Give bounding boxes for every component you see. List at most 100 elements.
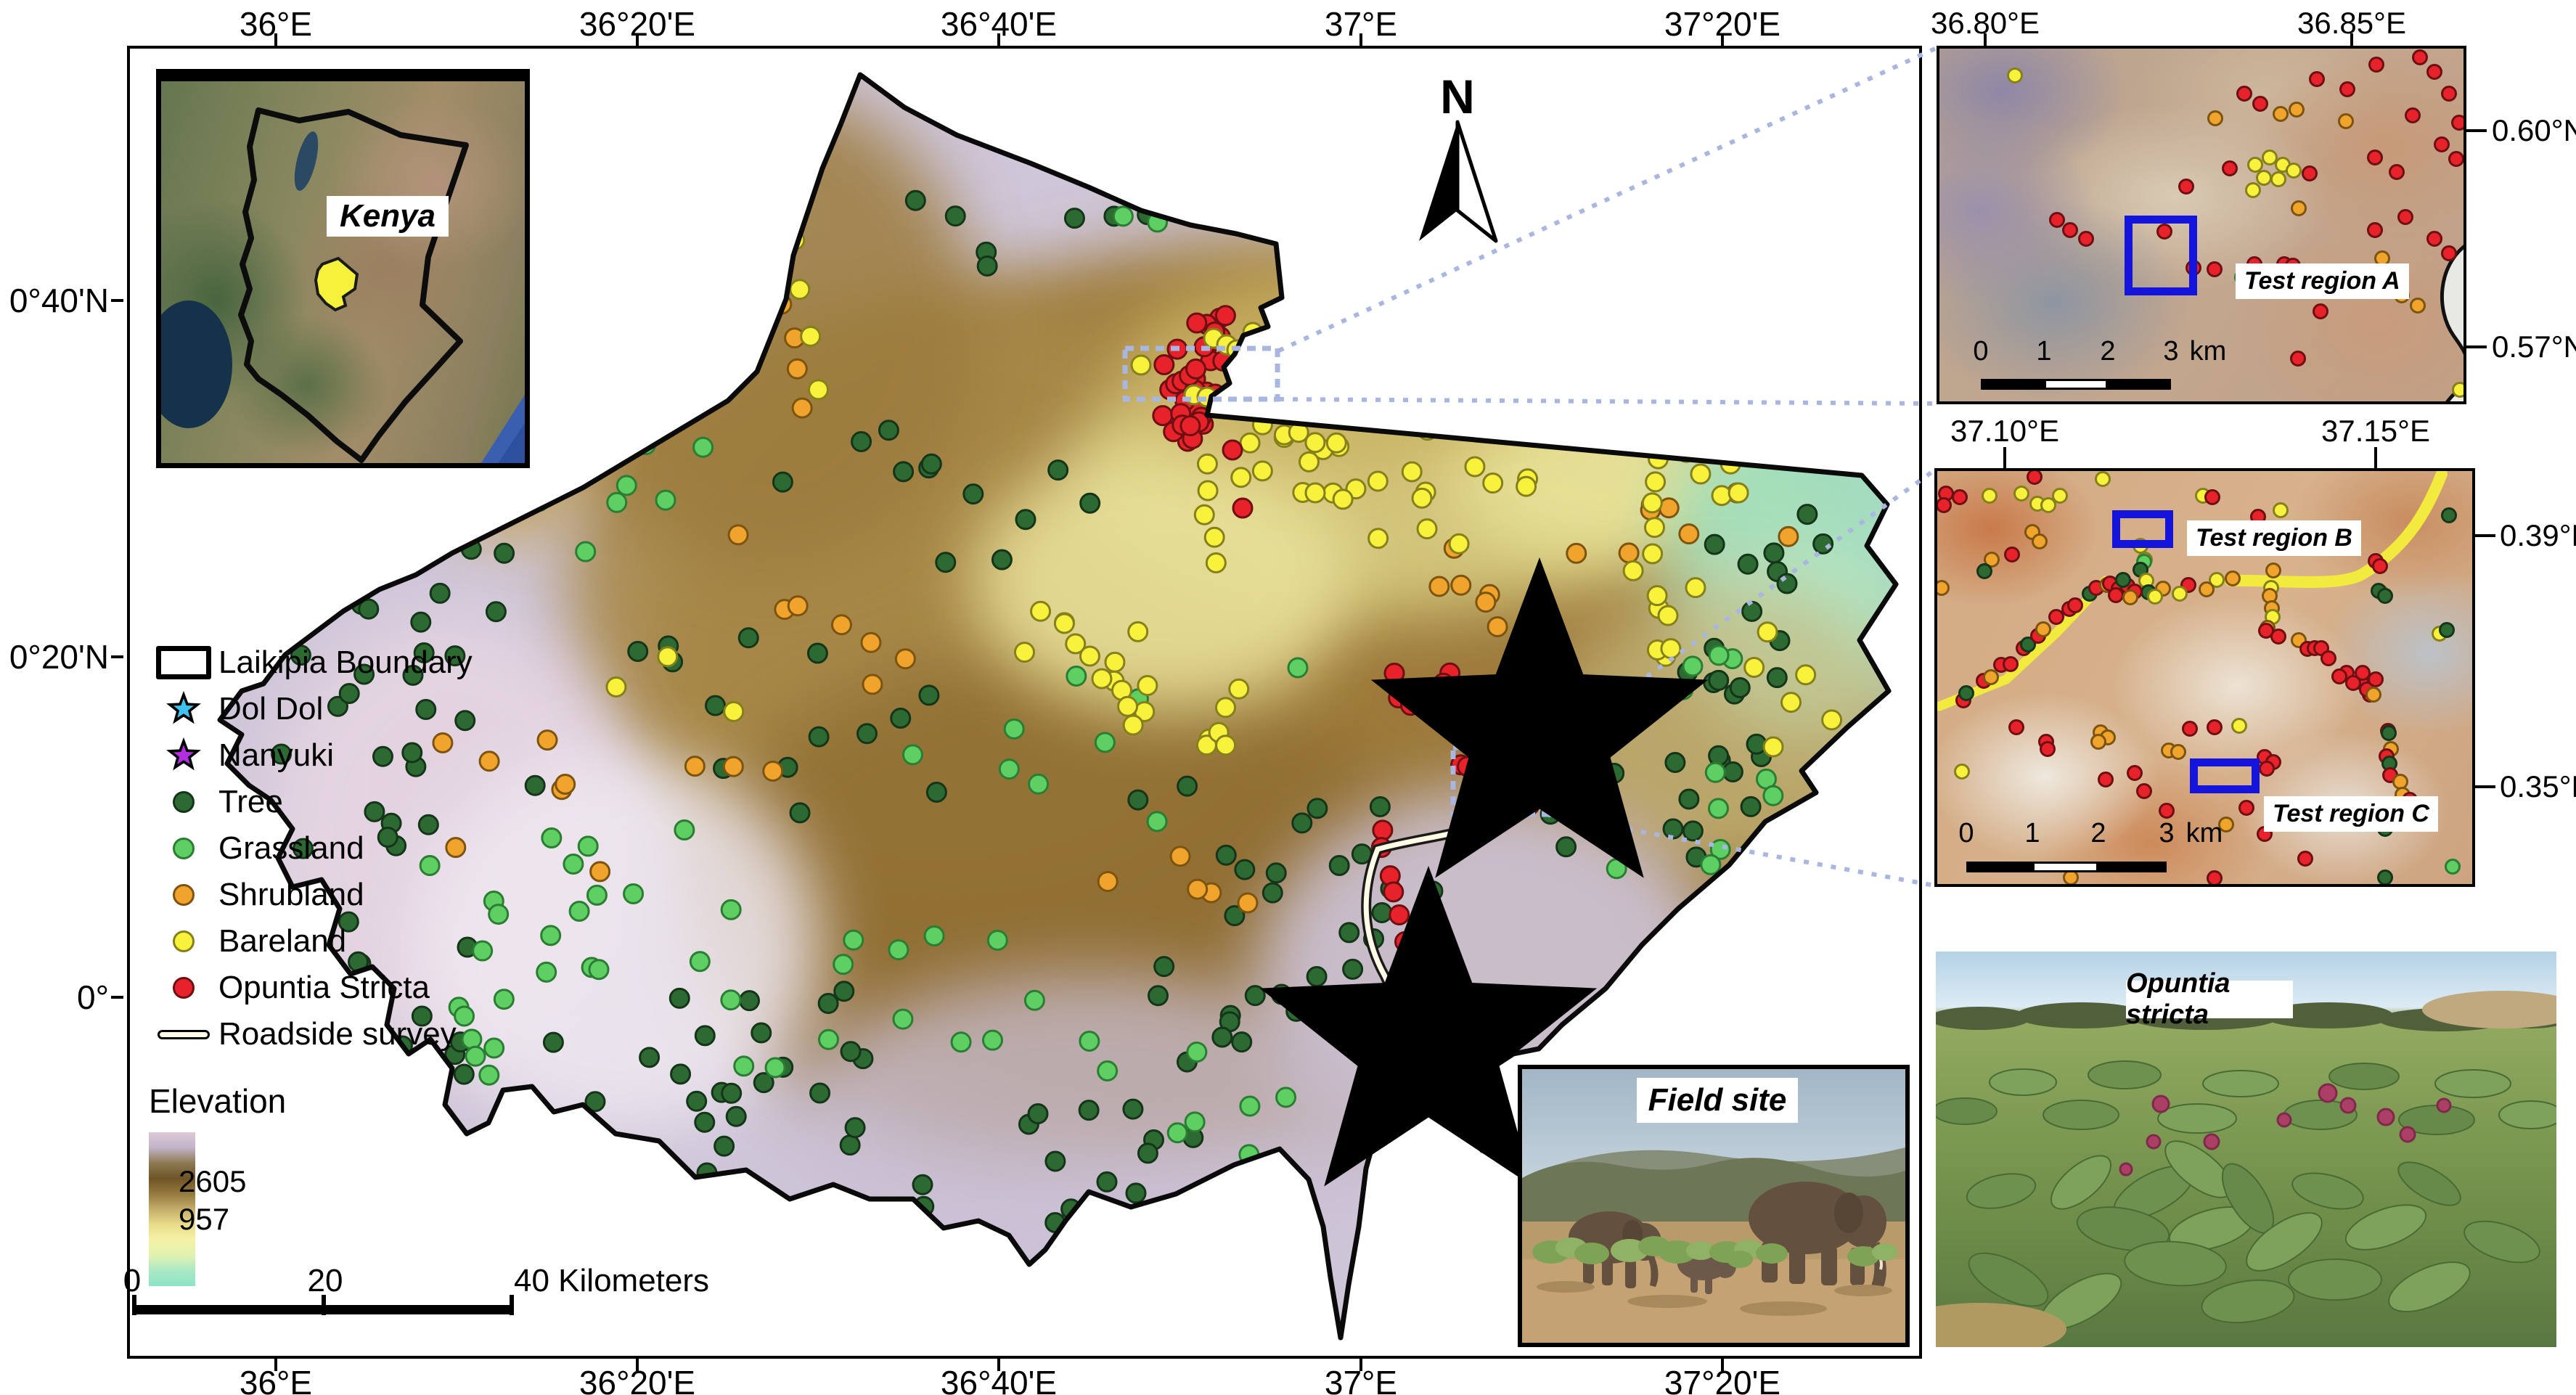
legend-item-nanyuki: Nanyuki (149, 732, 334, 779)
legend-label: Grassland (218, 830, 364, 866)
panel-bc-right-label-1: 0.35°N (2500, 769, 2576, 803)
survey-point-shrub (2090, 734, 2106, 750)
survey-point-shrub (2218, 817, 2234, 832)
top-axis-label-0: 36°E (239, 5, 313, 43)
grassland-dot-icon (149, 838, 218, 859)
survey-point-shrub (2265, 562, 2281, 579)
bottom-axis-label-2: 36°40'E (940, 1364, 1058, 1395)
survey-point-op (2451, 115, 2463, 131)
opuntia-stricta-label: Opuntia stricta (2126, 968, 2293, 1030)
legend-item-dol-dol: Dol Dol (149, 686, 323, 732)
survey-point-op (2003, 655, 2019, 672)
panel-bc-right-label-0: 0.39°N (2500, 518, 2576, 552)
survey-point-op (2367, 222, 2383, 238)
panel-a-km-1: 1 (2036, 336, 2052, 367)
scalebar-tick-mid (322, 1295, 326, 1315)
survey-point-bare (2245, 182, 2261, 198)
bottom-axis-label-3: 37°E (1324, 1364, 1398, 1395)
test-region-b-label: Test region B (2187, 520, 2361, 556)
survey-point-bare (2209, 571, 2225, 588)
survey-point-shrub (2032, 533, 2048, 549)
scalebar-zero-label: 0 (123, 1263, 142, 1298)
opuntia-dot-icon (149, 977, 218, 999)
survey-point-op (2136, 783, 2152, 799)
survey-point-op (2368, 57, 2384, 73)
survey-point-op (2405, 107, 2421, 123)
bottom-axis-label-4: 37°20'E (1664, 1364, 1781, 1395)
top-axis-label-1: 36°20'E (578, 5, 696, 43)
survey-point-shrub (2291, 200, 2307, 216)
panel-bc-top-label-0: 37.10°E (1950, 414, 2059, 448)
panel-bc-bar-seg2 (2032, 862, 2098, 872)
survey-point-op (2236, 86, 2252, 102)
top-axis-label-4: 37°20'E (1664, 5, 1781, 43)
survey-point-bare (2286, 163, 2302, 179)
survey-point-op (2320, 650, 2336, 666)
survey-point-op (2368, 671, 2384, 687)
survey-point-op (2108, 587, 2124, 603)
legend-label: Shrubland (218, 877, 364, 912)
survey-point-op (2339, 81, 2355, 97)
survey-point-tree (1976, 563, 1992, 579)
survey-point-bare (2007, 68, 2023, 83)
panel-a-km-3: 3 (2163, 336, 2179, 367)
survey-point-op (2309, 71, 2325, 87)
survey-point-op (2331, 668, 2347, 684)
survey-point-shrub (2035, 621, 2052, 637)
survey-point-op (2313, 303, 2328, 319)
survey-point-bare (2172, 585, 2188, 602)
survey-point-op (2448, 151, 2463, 167)
top-axis-label-3: 37°E (1324, 5, 1398, 43)
survey-point-bare (1982, 488, 1998, 504)
survey-point-op (2259, 761, 2275, 777)
survey-point-op (2372, 558, 2388, 574)
survey-point-shrub (2273, 106, 2289, 122)
survey-point-tree (2377, 588, 2393, 604)
survey-point-op (2426, 64, 2442, 80)
survey-point-op (2182, 721, 2198, 737)
survey-point-bare (2452, 382, 2463, 398)
survey-point-op (2067, 597, 2084, 614)
survey-point-op (2412, 49, 2428, 65)
survey-point-op (2297, 851, 2313, 867)
survey-point-shrub (2338, 113, 2354, 129)
survey-point-shrub (2410, 298, 2426, 314)
survey-point-op (2159, 803, 2175, 819)
survey-point-op (2355, 665, 2371, 681)
survey-point-op (2222, 160, 2238, 176)
test-region-bc-panel: Test region B Test region C 0 1 2 3 km (1934, 468, 2475, 887)
survey-point-bare (2052, 488, 2068, 504)
panel-a-top-label-0: 36.80°E (1931, 6, 2040, 40)
survey-point-op (1952, 489, 1968, 505)
bottom-axis-label-1: 36°20'E (578, 1364, 696, 1395)
kenya-inset-graphics (161, 107, 525, 463)
survey-point-op (2204, 489, 2220, 505)
lake-turkana-shape (294, 131, 319, 191)
survey-point-bare (2270, 171, 2286, 187)
elevation-max-value: 2605 (179, 1164, 247, 1198)
opuntia-stricta-photo: Opuntia stricta (1936, 952, 2556, 1347)
scalebar-mid-label: 20 (307, 1263, 343, 1298)
boundary-arc-right (2440, 245, 2463, 356)
legend-label: Nanyuki (218, 737, 334, 773)
panel-a-km-0: 0 (1973, 336, 1989, 367)
field-site-photo: Field site (1518, 1065, 1910, 1347)
test-region-c-label: Test region C (2264, 796, 2438, 832)
distant-hill (2422, 991, 2556, 1028)
test-square-region-a (2125, 216, 2197, 295)
dry-grass-foreground (1936, 1303, 2066, 1347)
panel-bc-bar-seg3 (2098, 862, 2167, 872)
survey-point-op (2207, 870, 2223, 884)
survey-point-op (2040, 741, 2056, 757)
survey-point-op (1937, 497, 1952, 513)
top-axis-label-2: 36°40'E (940, 5, 1058, 43)
panel-a-right-label-1: 0.57°N (2492, 330, 2576, 364)
survey-point-op (2426, 231, 2442, 247)
panel-bc-km-unit: km (2185, 818, 2223, 848)
left-axis-label-1: 0°20'N (9, 638, 109, 676)
panel-bc-km-0: 0 (1958, 818, 1974, 848)
survey-point-op (2252, 96, 2268, 112)
survey-point-shrub (1937, 580, 1950, 596)
survey-point-bare (2247, 157, 2263, 173)
